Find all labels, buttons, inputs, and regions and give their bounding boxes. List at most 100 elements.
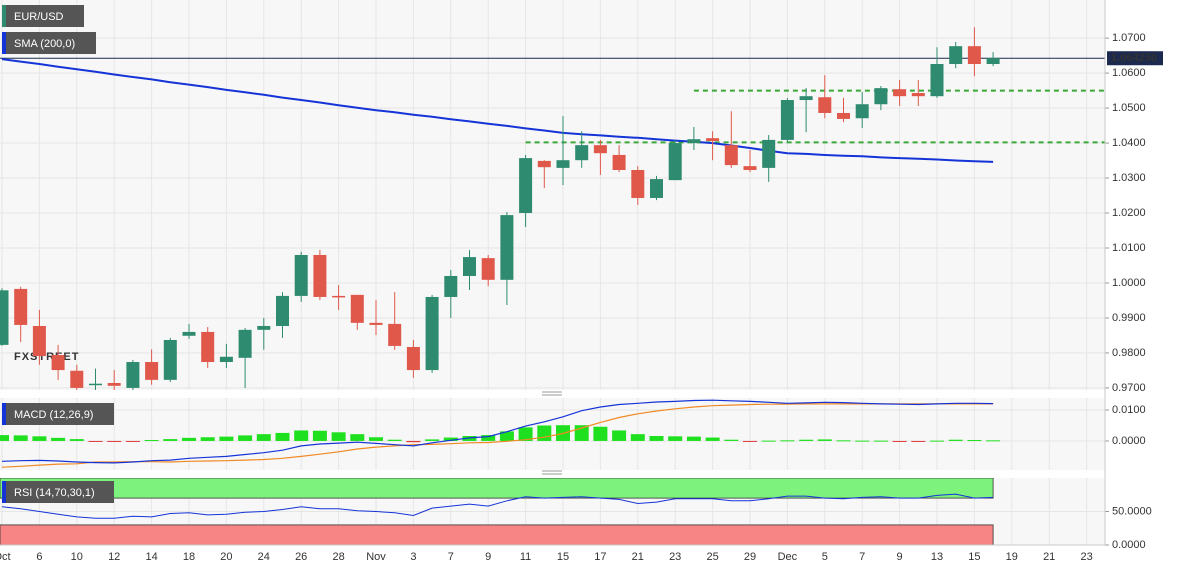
histogram-bar [387, 439, 402, 441]
candle-body [724, 145, 738, 166]
candle-body [70, 370, 84, 388]
y-tick-label: 50.0000 [1112, 505, 1152, 517]
watermark: FXSTREET [14, 351, 79, 363]
histogram-bar [238, 435, 253, 441]
histogram-bar [743, 440, 757, 442]
x-tick-label: 20 [220, 551, 232, 563]
candle-body [762, 139, 776, 168]
y-tick-label: 1.0200 [1112, 207, 1146, 219]
histogram-bar [331, 432, 346, 441]
legend-label: SMA (200,0) [14, 38, 75, 50]
candle-body [874, 88, 888, 105]
histogram-bar [817, 439, 832, 441]
candle-body [388, 323, 402, 346]
x-tick-label: 9 [485, 551, 491, 563]
histogram-bar [799, 439, 814, 441]
price-panel [0, 0, 1105, 390]
legend-box [2, 32, 96, 54]
candle-body [332, 295, 346, 298]
x-tick-label: 28 [332, 551, 344, 563]
legend-swatch [2, 481, 6, 503]
legend-label: MACD (12,26,9) [14, 409, 93, 421]
macd-line [1, 399, 994, 464]
histogram-bar [51, 437, 66, 441]
x-tick-label: 9 [897, 551, 903, 563]
y-tick-label: 1.0500 [1112, 102, 1146, 114]
candle-body [201, 331, 215, 363]
histogram-bar [967, 440, 982, 442]
histogram-bar [612, 430, 627, 441]
histogram-bar [144, 440, 159, 442]
y-tick-label: 0.9800 [1112, 347, 1146, 359]
candle-body [107, 383, 121, 386]
candle-body [949, 46, 963, 65]
x-tick-label: 25 [706, 551, 718, 563]
candle-body [612, 154, 626, 170]
candle-body [163, 339, 177, 380]
histogram-bar [219, 436, 234, 441]
candle-body [313, 254, 327, 297]
legend: EUR/USD SMA (200,0) MACD (12,26,9) RSI (… [2, 5, 114, 503]
histogram-bar [32, 436, 47, 441]
y-tick-label: 1.0700 [1112, 32, 1146, 44]
x-tick-label: 23 [669, 551, 681, 563]
histogram-bar [125, 440, 140, 442]
candle-body [743, 166, 757, 170]
histogram-bar [312, 430, 327, 441]
candle-body [294, 254, 308, 296]
histogram-bar [163, 439, 178, 441]
oversold-band [0, 524, 994, 545]
x-tick-label: 26 [295, 551, 307, 563]
histogram-bar [481, 435, 496, 441]
panel-handle[interactable] [542, 391, 562, 475]
candle-body [481, 258, 495, 280]
histogram-bar [107, 440, 122, 442]
histogram-bar [705, 437, 720, 441]
histogram-bar [369, 437, 383, 441]
candle-body [986, 58, 1000, 65]
histogram-bar [13, 435, 28, 441]
histogram-bar [499, 431, 514, 441]
candle-body [519, 158, 533, 214]
y-tick-label: 0.9900 [1112, 312, 1146, 324]
candle-body [799, 96, 813, 101]
histogram-bar [724, 439, 739, 441]
x-tick-label: Dec [778, 551, 798, 563]
candle-body [818, 97, 832, 113]
histogram-bar [761, 440, 776, 442]
candle-body [967, 46, 981, 65]
candle-body [238, 329, 252, 358]
candle-body [219, 356, 233, 363]
y-tick-label: 0.9700 [1112, 382, 1146, 394]
candle-body [537, 160, 551, 168]
x-tick-label: 19 [1006, 551, 1018, 563]
signal-line [1, 403, 994, 468]
candle-body [14, 288, 28, 325]
histogram-bar [200, 437, 215, 441]
histogram-bar [69, 439, 84, 441]
candle-body [145, 362, 159, 380]
y-tick-label: 1.0400 [1112, 137, 1146, 149]
y-tick-label: 0.0000 [1112, 435, 1146, 447]
x-tick-label: 10 [71, 551, 83, 563]
histogram-bar [892, 440, 907, 442]
rsi-line [1, 493, 994, 519]
candle-body [369, 322, 383, 325]
x-tick-label: 5 [822, 551, 828, 563]
histogram-bar [855, 440, 870, 442]
candle-body [89, 383, 102, 386]
y-tick-label: 0.0100 [1112, 404, 1146, 416]
histogram-bar [649, 436, 664, 441]
candle-body [32, 325, 46, 357]
x-tick-label: 13 [931, 551, 943, 563]
candle-body [650, 179, 663, 198]
legend-swatch [2, 5, 6, 27]
y-tick-label: 1.0000 [1112, 277, 1146, 289]
histogram-bar [350, 434, 365, 441]
x-tick-label: 24 [258, 551, 270, 563]
candle-body [593, 145, 607, 154]
histogram-bar [256, 434, 271, 441]
legend-label: EUR/USD [14, 11, 64, 23]
x-tick-label: 11 [520, 551, 531, 563]
